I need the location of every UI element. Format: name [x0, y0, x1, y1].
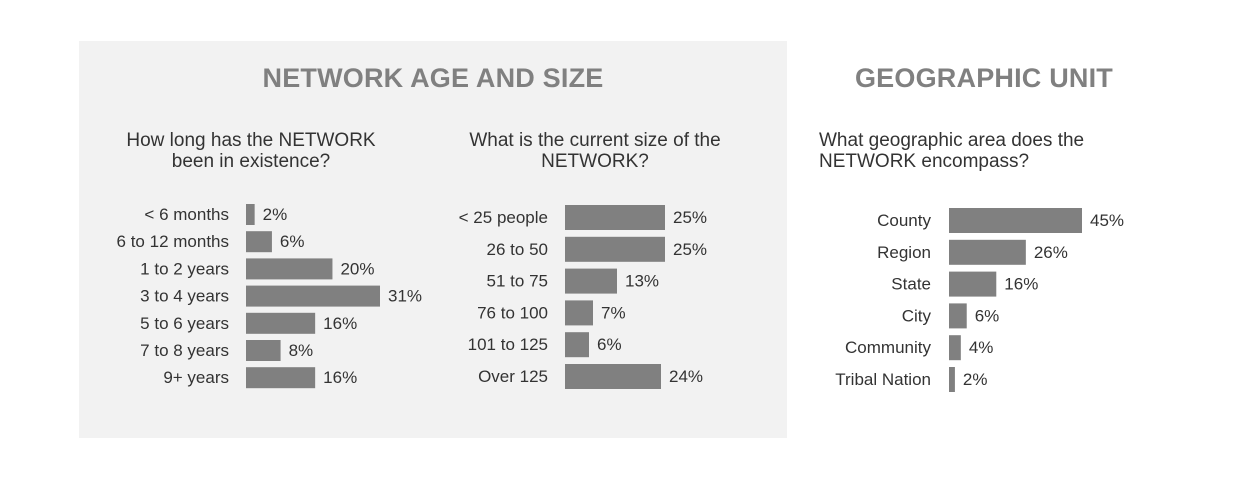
value-label-size: 25%	[673, 240, 707, 259]
bar-size	[565, 332, 589, 358]
bar-age	[246, 231, 272, 253]
value-label-geo: 6%	[975, 306, 1000, 325]
question-age: How long has the NETWORK been in existen…	[126, 130, 376, 172]
category-label-age: < 6 months	[144, 205, 229, 224]
bar-geo	[949, 335, 961, 361]
category-label-size: < 25 people	[459, 208, 548, 227]
value-label-age: 16%	[323, 368, 357, 387]
category-label-geo: City	[902, 306, 932, 325]
value-label-geo: 16%	[1004, 275, 1038, 294]
chart-network-age: < 6 months 2% 6 to 12 months 6% 1 to 2 years…	[117, 204, 422, 389]
category-label-age: 5 to 6 years	[140, 314, 229, 333]
bar-age	[246, 204, 255, 225]
bar-geo	[949, 271, 997, 297]
value-label-size: 7%	[601, 303, 626, 322]
section-title-geographic-unit: GEOGRAPHIC UNIT	[854, 63, 1113, 93]
value-label-geo: 4%	[969, 338, 994, 357]
bar-age	[246, 258, 333, 280]
value-label-size: 13%	[625, 272, 659, 291]
category-label-age: 3 to 4 years	[140, 287, 229, 306]
value-label-age: 2%	[263, 205, 288, 224]
bar-size	[565, 205, 665, 230]
bar-geo	[949, 208, 1082, 233]
network-age-size-panel	[79, 41, 787, 438]
category-label-age: 6 to 12 months	[117, 232, 229, 251]
bar-size	[565, 300, 593, 326]
bar-age	[246, 312, 316, 334]
value-label-age: 16%	[323, 314, 357, 333]
category-label-size: 26 to 50	[487, 240, 548, 259]
category-label-size: 101 to 125	[468, 335, 548, 354]
category-label-geo: Community	[845, 338, 931, 357]
value-label-age: 8%	[289, 341, 314, 360]
bar-size	[565, 268, 617, 294]
category-label-age: 1 to 2 years	[140, 259, 229, 278]
bar-geo	[949, 367, 955, 392]
bar-age	[246, 285, 380, 307]
category-label-geo: State	[891, 275, 931, 294]
category-label-size: 51 to 75	[487, 272, 548, 291]
chart-geographic-unit: County 45% Region 26% State 16% City 6% Communit…	[835, 208, 1124, 392]
bar-geo	[949, 239, 1026, 265]
bar-size	[565, 236, 665, 262]
category-label-age: 9+ years	[163, 368, 229, 387]
section-title-network-age-size: NETWORK AGE AND SIZE	[262, 63, 604, 93]
category-label-size: Over 125	[478, 367, 548, 386]
category-label-geo: Region	[877, 243, 931, 262]
value-label-size: 6%	[597, 335, 622, 354]
chart-network-size: < 25 people 25% 26 to 50 25% 51 to 75 13% 76 t…	[459, 205, 707, 389]
bar-age	[246, 367, 316, 389]
category-label-geo: Tribal Nation	[835, 370, 931, 389]
value-label-age: 20%	[340, 259, 374, 278]
value-label-age: 31%	[388, 287, 422, 306]
bar-geo	[949, 303, 967, 329]
category-label-age: 7 to 8 years	[140, 341, 229, 360]
bar-size	[565, 364, 661, 389]
question-size: What is the current size of the NETWORK?	[469, 130, 721, 172]
value-label-geo: 26%	[1034, 243, 1068, 262]
value-label-geo: 2%	[963, 370, 988, 389]
category-label-geo: County	[877, 211, 931, 230]
value-label-age: 6%	[280, 232, 305, 251]
value-label-size: 25%	[673, 208, 707, 227]
category-label-size: 76 to 100	[477, 303, 548, 322]
value-label-size: 24%	[669, 367, 703, 386]
bar-age	[246, 340, 281, 361]
value-label-geo: 45%	[1090, 211, 1124, 230]
question-geo: What geographic area does the NETWORK en…	[819, 130, 1085, 172]
